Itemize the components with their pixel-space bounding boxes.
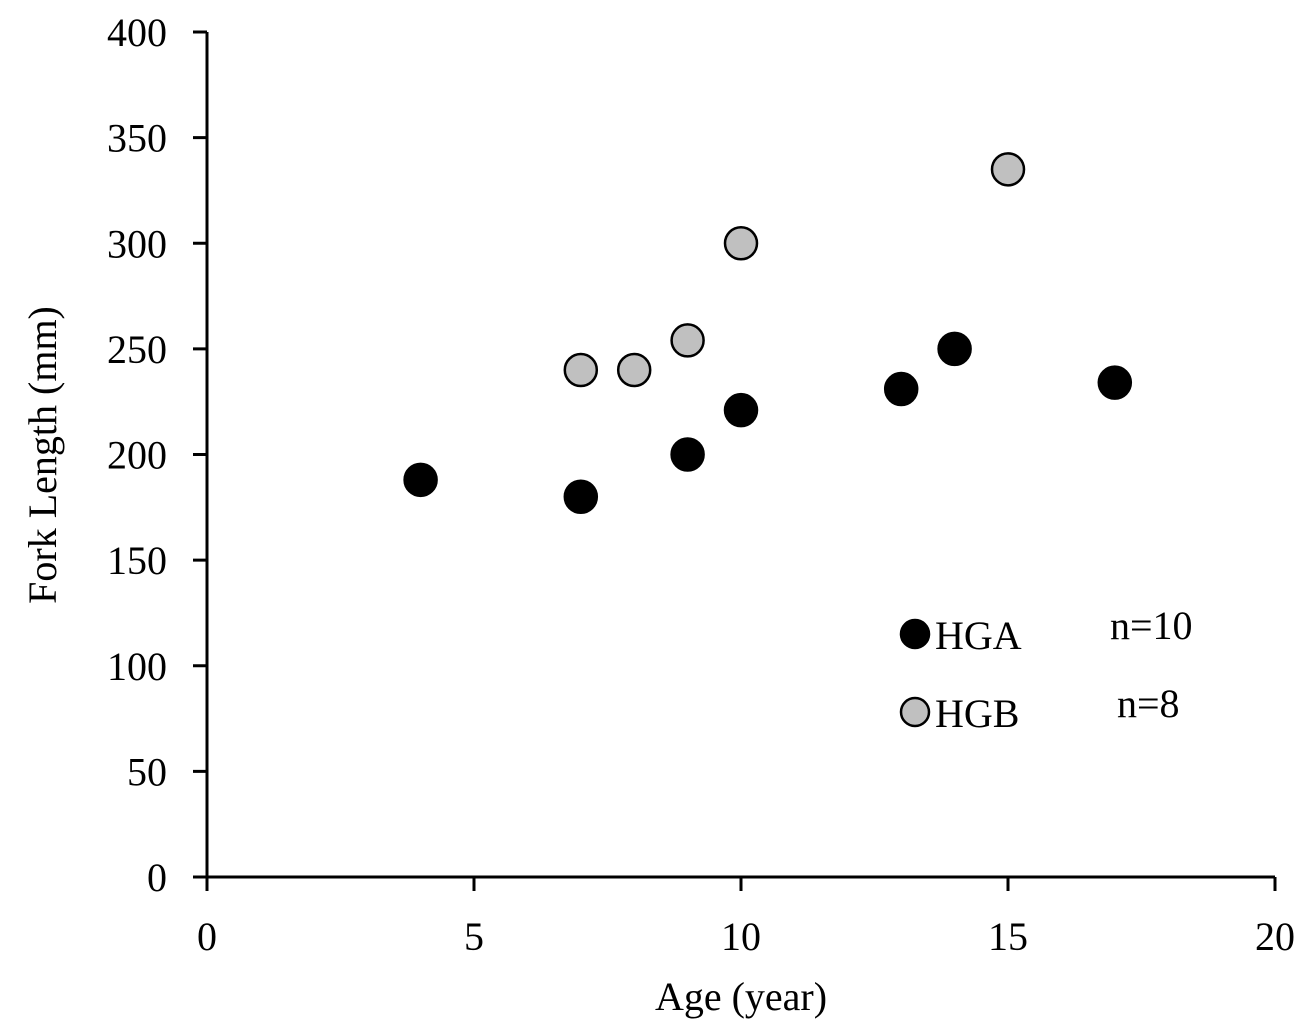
data-point-hga	[403, 462, 438, 498]
data-point-hgb	[670, 323, 705, 358]
y-tick-label: 400	[107, 10, 167, 55]
data-points	[403, 152, 1133, 514]
y-tick-label: 300	[107, 221, 167, 266]
legend: HGA n=10 HGB n=8	[899, 603, 1193, 736]
y-tick-label: 0	[147, 855, 167, 900]
axes	[205, 32, 1275, 879]
data-point-hgb	[616, 352, 652, 388]
y-tick-label: 250	[107, 327, 167, 372]
x-tick-label: 15	[988, 914, 1028, 959]
y-tick-label: 200	[107, 433, 167, 478]
y-tick-label: 150	[107, 538, 167, 583]
data-point-hga	[670, 437, 705, 472]
legend-label-hga: HGA	[935, 613, 1022, 658]
data-point-hga	[563, 479, 599, 514]
data-point-hgb	[563, 352, 599, 388]
y-tick-label: 100	[107, 644, 167, 689]
legend-count-hga: n=10	[1110, 603, 1193, 648]
legend-marker-hga	[899, 618, 931, 650]
legend-count-hgb: n=8	[1117, 681, 1180, 726]
x-tick-label: 5	[464, 914, 484, 959]
x-axis-ticks: 0 5 10 15 20	[197, 877, 1295, 959]
x-tick-label: 0	[197, 914, 217, 959]
data-point-hga	[883, 371, 919, 407]
data-point-hgb	[990, 152, 1026, 187]
data-point-hga	[723, 392, 759, 428]
y-tick-label: 350	[107, 116, 167, 161]
y-axis-ticks: 0 50 100 150 200 250 300 350 400	[107, 10, 207, 900]
data-point-hgb	[723, 226, 759, 261]
legend-marker-hgb	[899, 696, 931, 728]
x-tick-label: 20	[1255, 914, 1295, 959]
y-tick-label: 50	[127, 749, 167, 794]
legend-label-hgb: HGB	[935, 691, 1019, 736]
x-axis-title: Age (year)	[655, 974, 827, 1019]
data-point-hga	[1097, 365, 1133, 400]
x-tick-label: 10	[721, 914, 761, 959]
data-point-hga	[937, 331, 972, 367]
y-axis-title: Fork Length (mm)	[20, 306, 65, 604]
